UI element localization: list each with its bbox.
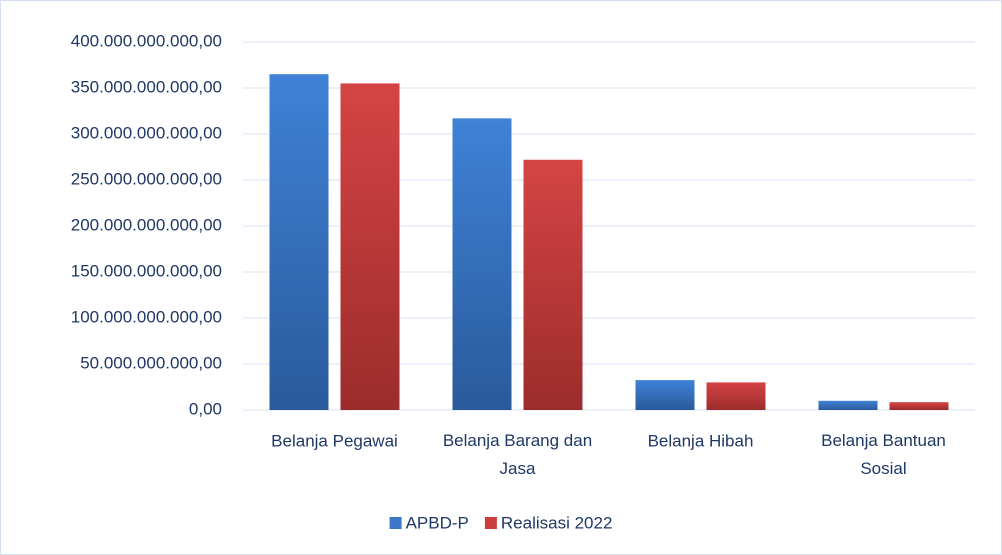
x-tick-label: Belanja Bantuan Sosial	[821, 431, 946, 478]
x-tick-label-line: Belanja Bantuan	[821, 431, 946, 450]
bar	[706, 382, 766, 410]
x-tick-label-line: Sosial	[860, 459, 906, 478]
x-tick-label-line: Jasa	[500, 459, 536, 478]
legend-swatch	[484, 517, 497, 529]
bar	[452, 118, 512, 411]
legend-item: Realisasi 2022	[484, 513, 613, 532]
legend-swatch	[389, 517, 402, 529]
bar	[635, 380, 695, 410]
y-tick-label: 250.000.000.000,00	[71, 169, 222, 188]
y-tick-label: 0,00	[189, 399, 222, 418]
y-tick-label: 50.000.000.000,00	[80, 353, 222, 372]
y-tick-label: 350.000.000.000,00	[71, 77, 222, 96]
legend-label: Realisasi 2022	[501, 513, 613, 532]
y-tick-label: 300.000.000.000,00	[71, 123, 222, 142]
x-tick-label: Belanja Barang dan Jasa	[443, 431, 592, 478]
y-tick-label: 150.000.000.000,00	[71, 261, 222, 280]
x-tick-label-line: Belanja Barang dan	[443, 431, 592, 450]
bar	[269, 74, 329, 410]
legend-label: APBD-P	[406, 513, 469, 532]
y-tick-label: 200.000.000.000,00	[71, 215, 222, 234]
y-tick-label: 400.000.000.000,00	[71, 31, 222, 50]
legend-item: APBD-P	[389, 513, 469, 532]
y-tick-label: 100.000.000.000,00	[71, 307, 222, 326]
bar	[523, 159, 583, 410]
bar	[340, 83, 400, 411]
bar	[889, 402, 949, 410]
bar	[818, 400, 878, 410]
x-tick-label: Belanja Pegawai	[271, 431, 398, 450]
x-tick-label: Belanja Hibah	[648, 431, 754, 450]
